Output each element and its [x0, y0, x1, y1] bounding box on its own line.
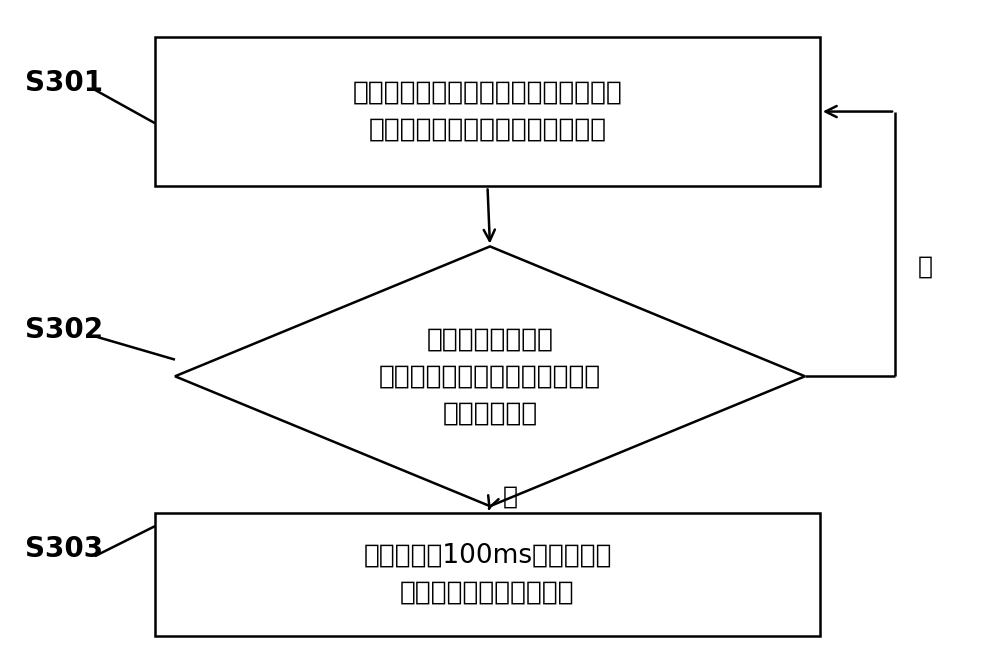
Polygon shape [175, 246, 805, 506]
Text: S301: S301 [25, 69, 103, 97]
Text: 控制比例阀当前实际开度减小预设调整
开度，得到比例阀的第二调整开度: 控制比例阀当前实际开度减小预设调整 开度，得到比例阀的第二调整开度 [353, 80, 622, 143]
Text: 判断该第二调整开
度减去设定开度的结果是否大于
预设调整开度: 判断该第二调整开 度减去设定开度的结果是否大于 预设调整开度 [379, 326, 601, 426]
Text: 则在下一个100ms内，将第二
调整开度调整为设定开度: 则在下一个100ms内，将第二 调整开度调整为设定开度 [363, 543, 612, 606]
FancyBboxPatch shape [155, 513, 820, 636]
Text: S303: S303 [25, 535, 103, 563]
Text: 否: 否 [503, 484, 518, 508]
FancyBboxPatch shape [155, 37, 820, 186]
Text: S302: S302 [25, 316, 103, 344]
Text: 是: 是 [918, 254, 932, 278]
